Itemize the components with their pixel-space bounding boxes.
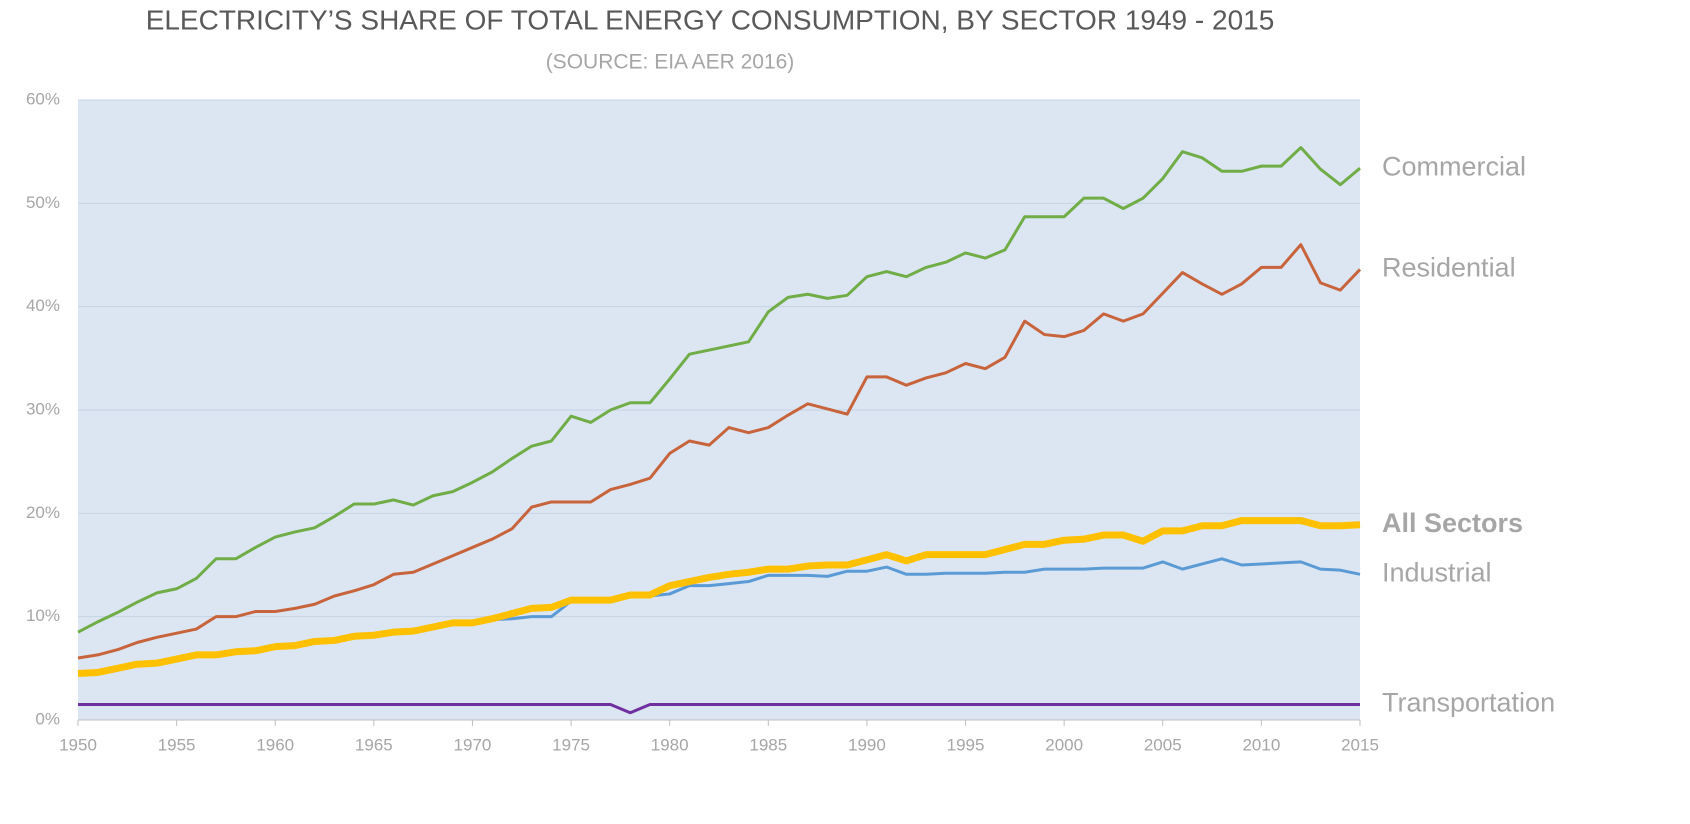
y-tick-label: 10% (26, 606, 60, 625)
series-label: Residential (1382, 253, 1516, 283)
y-tick-label: 20% (26, 503, 60, 522)
y-tick-label: 0% (35, 709, 60, 728)
series-line (78, 703, 1360, 715)
x-tick-label: 1990 (848, 735, 886, 754)
x-tick-label: 2005 (1144, 735, 1182, 754)
x-tick-label: 1950 (59, 735, 97, 754)
series-label: Industrial (1382, 557, 1492, 587)
y-tick-label: 60% (26, 89, 60, 108)
series-line (77, 243, 1362, 660)
chart-subtitle: (SOURCE: EIA AER 2016) (546, 51, 795, 74)
x-tick-label: 1995 (947, 735, 985, 754)
x-tick-label: 1980 (651, 735, 689, 754)
x-tick-label: 1960 (256, 735, 294, 754)
x-tick-label: 1985 (749, 735, 787, 754)
x-tick-label: 1970 (454, 735, 492, 754)
series-label: Transportation (1382, 688, 1555, 718)
x-tick-label: 1965 (355, 735, 393, 754)
y-tick-label: 30% (26, 399, 60, 418)
series-line (77, 517, 1361, 677)
series-label: All Sectors (1382, 508, 1523, 538)
x-tick-label: 1955 (158, 735, 196, 754)
y-tick-label: 50% (26, 193, 60, 212)
x-tick-label: 1975 (552, 735, 590, 754)
x-tick-label: 2010 (1242, 735, 1280, 754)
x-tick-label: 2015 (1341, 735, 1379, 754)
chart-title: ELECTRICITY’S SHARE OF TOTAL ENERGY CONS… (146, 4, 1275, 35)
x-tick-label: 2000 (1045, 735, 1083, 754)
y-tick-label: 40% (26, 296, 60, 315)
series-line (77, 146, 1361, 634)
series-label: Commercial (1382, 151, 1526, 181)
